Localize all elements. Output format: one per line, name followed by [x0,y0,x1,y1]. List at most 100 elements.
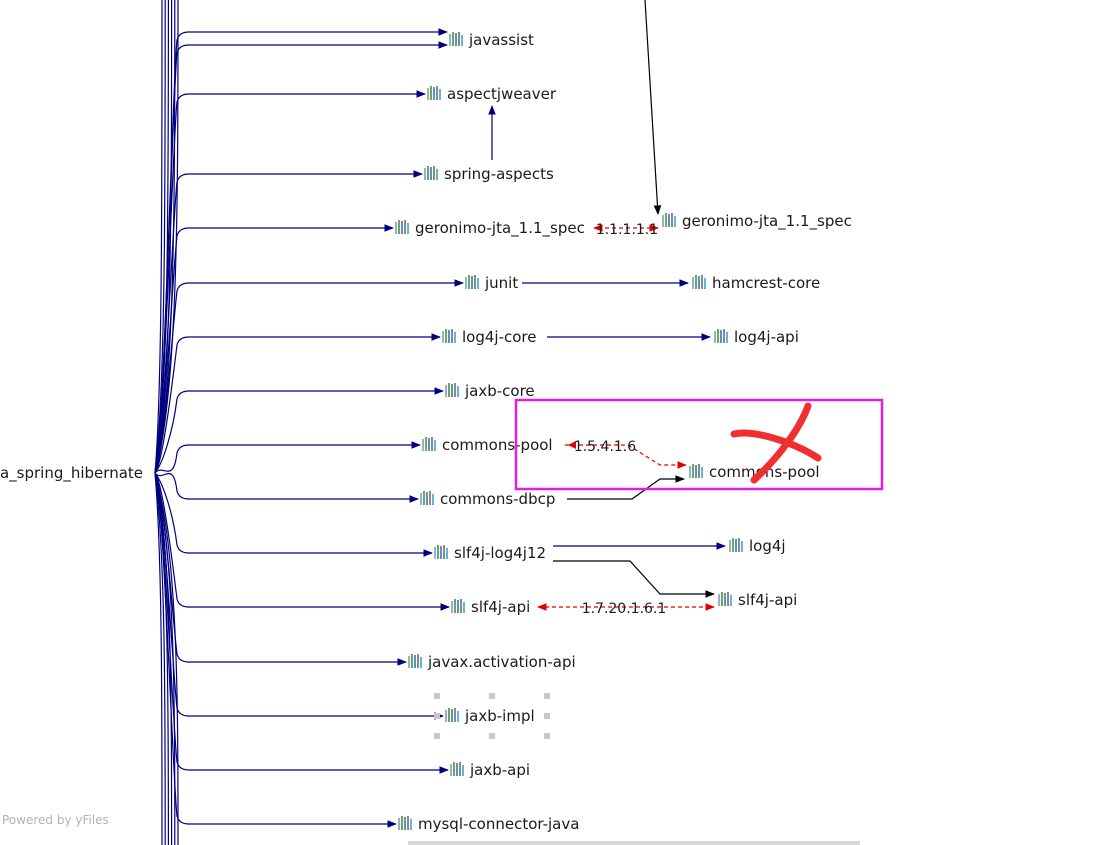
horizontal-scrollbar[interactable] [408,841,860,845]
dependency-edge [154,170,423,474]
node-label: jaxb-impl [464,707,535,725]
dependency-edge [154,472,173,845]
node-jaxb-impl[interactable]: jaxb-impl [445,707,535,725]
conflict-arrowhead [568,441,576,449]
node-commons-dbcp[interactable]: commons-dbcp [420,490,555,508]
selection-handle[interactable] [544,713,550,719]
dependency-edge [154,472,450,611]
library-icon [427,86,441,100]
selection-handle[interactable] [434,713,440,719]
node-log4j-api[interactable]: log4j-api [714,328,799,346]
node-label: geronimo-jta_1.1_spec [682,212,852,231]
node-label: commons-pool [442,436,553,454]
root-node-label[interactable]: va_spring_hibernate [0,464,143,483]
node-mysql-connector-java[interactable]: mysql-connector-java [398,815,579,833]
selection-handle[interactable] [434,693,440,699]
node-spring-aspects[interactable]: spring-aspects [424,165,554,183]
selection-handle[interactable] [544,733,550,739]
annotation-layer: Powered by yFiles [2,398,884,845]
library-icon [451,599,465,613]
dependency-edge [154,472,407,666]
dependency-edge [154,472,397,828]
library-icon [714,329,728,343]
node-label: commons-dbcp [440,490,555,508]
library-icon [445,383,459,397]
library-icon [434,545,448,559]
node-label: mysql-connector-java [418,815,579,833]
node-label: spring-aspects [444,165,554,183]
library-icon [662,213,676,227]
library-icon [445,708,459,722]
selection-handles[interactable] [434,693,550,739]
node-label: log4j-core [462,328,536,346]
library-icon [449,32,463,46]
dependency-edge [154,472,166,845]
library-icon [398,816,412,830]
conflict-label-geronimo: 1.1.1.1.1 [596,222,658,238]
red-x-mark [730,402,822,484]
selection-handle[interactable] [544,693,550,699]
library-icon [450,762,464,776]
node-junit[interactable]: junit [465,274,518,292]
dependency-edge [154,472,433,557]
node-slf4j-api-left[interactable]: slf4j-api [451,598,530,616]
dependency-edge [154,0,179,474]
dependency-edge [154,472,176,845]
selection-handle[interactable] [434,733,440,739]
node-label: jaxb-api [469,761,530,779]
dependency-edge [154,472,169,845]
node-label: log4j [749,537,786,555]
node-jaxb-core[interactable]: jaxb-core [445,382,535,400]
node-geronimo-jta-right[interactable]: geronimo-jta_1.1_spec [662,212,852,231]
node-label: javassist [468,31,534,49]
node-label: hamcrest-core [712,274,820,292]
library-icon [689,464,703,478]
node-label: javax.activation-api [427,653,576,671]
dependency-edge [154,41,448,474]
node-javassist[interactable]: javassist [449,31,534,49]
dependency-edge [154,0,176,474]
node-slf4j-log4j12[interactable]: slf4j-log4j12 [434,544,546,562]
library-icon [692,275,706,289]
highlight-box [514,398,884,491]
node-label: slf4j-api [471,598,530,616]
node-aspectjweaver[interactable]: aspectjweaver [427,85,557,103]
selection-handle[interactable] [489,733,495,739]
node-log4j-core[interactable]: log4j-core [442,328,536,346]
node-jaxb-api[interactable]: jaxb-api [450,761,530,779]
library-icon [729,538,743,552]
node-label: slf4j-log4j12 [454,544,546,562]
dependency-edge [154,333,441,474]
conflict-label-commons-pool: 1.5.4.1.6 [574,439,636,455]
node-label: geronimo-jta_1.1_spec [415,219,585,238]
conflict-edge [565,444,687,469]
library-icon [422,437,436,451]
dependency-edge [154,224,394,474]
node-log4j[interactable]: log4j [729,537,786,555]
powered-by-footer: Powered by yFiles [2,813,109,827]
dependency-edge [154,472,179,845]
library-icon [465,275,479,289]
dependency-edge [154,0,169,474]
node-geronimo-jta-left[interactable]: geronimo-jta_1.1_spec [395,219,585,238]
dependency-edge [154,0,166,474]
dependency-edge [154,28,448,474]
selection-handle[interactable] [489,693,495,699]
dependency-edge [644,0,662,215]
node-slf4j-api-right[interactable]: slf4j-api [718,591,797,609]
node-label: aspectjweaver [447,85,557,103]
node-label: jaxb-core [464,382,535,400]
library-icon [395,220,409,234]
node-hamcrest-core[interactable]: hamcrest-core [692,274,820,292]
library-icon [442,329,456,343]
node-label: junit [484,274,518,292]
node-javax-activation-api[interactable]: javax.activation-api [408,653,576,671]
node-commons-pool-left[interactable]: commons-pool [422,436,553,454]
dependency-edge [154,0,163,474]
dependency-edge [154,472,419,503]
library-icon [408,654,422,668]
dependency-edge [154,0,173,474]
dependency-edge [154,387,444,474]
dependency-edge [154,441,421,474]
